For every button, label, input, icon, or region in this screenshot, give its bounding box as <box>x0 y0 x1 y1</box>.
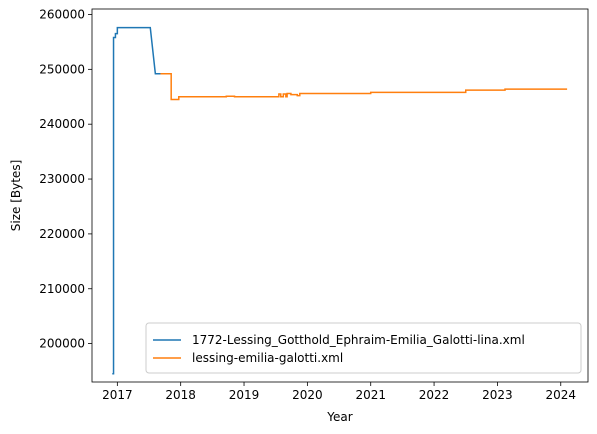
x-tick-label: 2018 <box>165 388 196 402</box>
y-tick-label: 200000 <box>39 337 85 351</box>
series-line-1 <box>112 26 163 375</box>
y-tick-label: 250000 <box>39 62 85 76</box>
x-tick-label: 2021 <box>355 388 386 402</box>
y-tick-label: 260000 <box>39 7 85 21</box>
series-layer <box>112 26 568 375</box>
legend: 1772-Lessing_Gotthold_Ephraim-Emilia_Gal… <box>145 322 582 374</box>
legend-label-series-2: lessing-emilia-galotti.xml <box>192 351 343 365</box>
x-tick-label: 2024 <box>545 388 576 402</box>
legend-box <box>145 322 582 374</box>
series-line-2 <box>160 72 568 101</box>
x-tick-label: 2022 <box>419 388 450 402</box>
y-tick-label: 230000 <box>39 172 85 186</box>
y-axis-label: Size [Bytes] <box>9 160 23 231</box>
x-tick-label: 2017 <box>102 388 133 402</box>
x-tick-label: 2020 <box>292 388 323 402</box>
plot-area <box>92 9 588 382</box>
x-tick-label: 2023 <box>482 388 513 402</box>
y-tick-label: 220000 <box>39 227 85 241</box>
x-tick-label: 2019 <box>229 388 260 402</box>
y-axis: 200000 210000 220000 230000 240000 250000 2600… <box>39 7 92 351</box>
legend-label-series-1: 1772-Lessing_Gotthold_Ephraim-Emilia_Gal… <box>192 333 525 347</box>
plot-frame <box>91 8 589 383</box>
x-axis-label: Year <box>326 410 352 424</box>
y-tick-label: 240000 <box>39 117 85 131</box>
y-tick-label: 210000 <box>39 282 85 296</box>
x-axis: 2017 2018 2019 2020 2021 2022 2023 2024 <box>102 382 576 402</box>
